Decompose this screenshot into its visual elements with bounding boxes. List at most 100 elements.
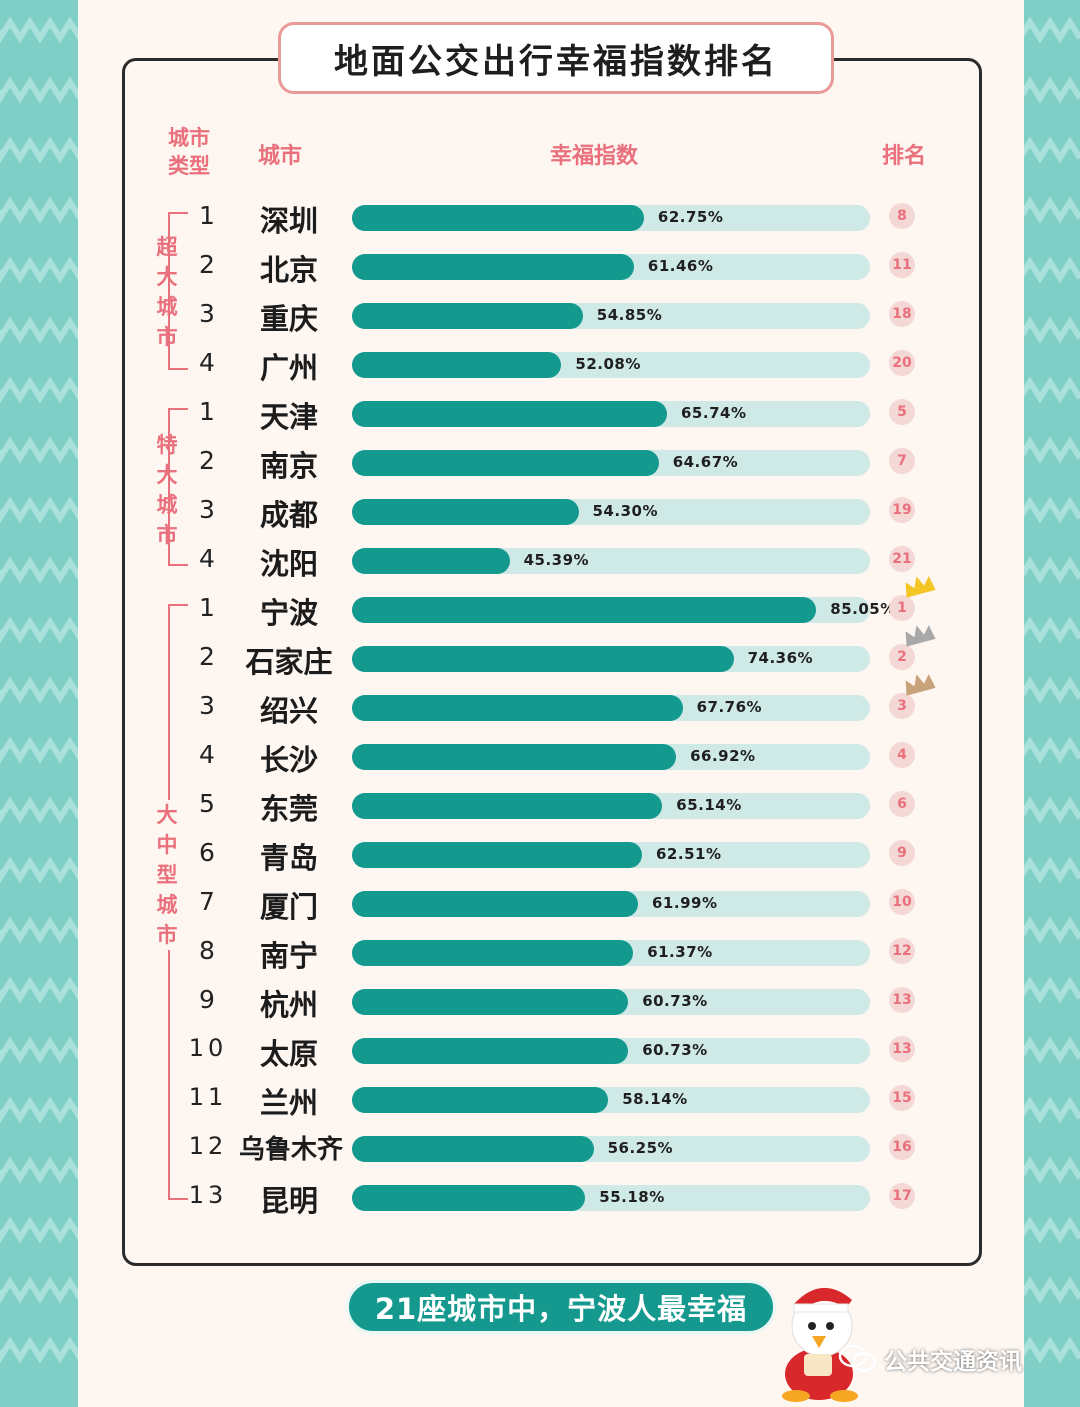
city-label: 沈阳 [259,547,318,581]
bar-track: 54.85% [352,303,870,329]
slogan-banner: 21座城市中，宁波人最幸福 [346,1280,776,1334]
bar-value-label: 62.75% [657,208,724,226]
bar [352,793,663,819]
bar [352,499,579,525]
bar-value-label: 60.73% [642,1041,708,1059]
watermark: 公共交通资讯 [838,1342,1022,1376]
bar [352,695,683,721]
bar [352,303,583,329]
rank-badge: 20 [889,350,915,376]
city-label: 深圳 [259,204,318,238]
group-bracket-super [168,212,188,370]
column-header-city-type: 城市类型 [168,126,210,178]
crown-icon [905,625,936,647]
bar [352,646,734,672]
row-index-label: 3 [199,691,217,720]
row-index-label: 4 [199,740,217,769]
bar [352,891,638,917]
bar-value-label: 85.05% [830,600,896,618]
city-label: 南宁 [259,939,318,973]
chart-row: 4 广州 52.08% 20 [0,341,1080,390]
bar-track: 60.73% [352,989,870,1015]
chart-row: 5 东莞 65.14% 6 [0,782,1080,831]
bar-value-label: 74.36% [747,649,814,667]
bar-value-label: 45.39% [523,551,590,569]
row-index-label: 10 [188,1034,228,1062]
city-label: 南京 [259,449,318,483]
city-label: 重庆 [259,302,318,336]
bar [352,1038,629,1064]
rank-badge: 21 [889,546,915,572]
bar-value-label: 58.14% [622,1090,688,1108]
chart-row: 1 深圳 62.75% 8 [0,194,1080,243]
bar-value-label: 56.25% [607,1139,674,1157]
bar-track: 45.39% [352,548,870,574]
row-index-label: 5 [199,789,217,818]
city-label: 长沙 [259,743,318,777]
row-index-label: 4 [199,544,217,573]
city-label: 厦门 [259,890,318,924]
rank-badge: 16 [889,1134,915,1160]
rank-badge: 13 [889,1036,915,1062]
chart-row: 2 石家庄 74.36% 2 [0,625,1080,684]
bar-track: 74.36% [352,646,870,672]
bar-track: 61.37% [352,940,870,966]
rank-badge: 17 [889,1183,915,1209]
column-header-rank: 排名 [882,144,927,169]
bar-track: 67.76% [352,695,870,721]
rank-badge: 3 [889,693,915,719]
chart-row: 11 兰州 58.14% 15 [0,1076,1080,1125]
column-header-city: 城市 [258,144,303,169]
rank-badge: 1 [889,595,915,621]
chart-row: 4 长沙 66.92% 4 [0,733,1080,782]
bar [352,597,817,623]
city-label: 兰州 [259,1086,318,1120]
row-index-label: 2 [199,642,217,671]
city-label: 绍兴 [259,694,318,728]
bar [352,450,659,476]
bar-value-label: 61.37% [647,943,713,961]
city-label: 石家庄 [245,645,333,679]
row-index-label: 3 [199,495,217,524]
crown-icon [905,576,936,598]
group-label-large: 大中型城市 [152,800,182,950]
zigzag-background-left [0,16,80,1364]
group-bracket-mega [168,408,188,566]
rank-badge: 5 [889,399,915,425]
chart-row: 2 南京 64.67% 7 [0,439,1080,488]
bar [352,842,642,868]
city-label: 天津 [259,400,318,434]
city-label: 青岛 [259,841,318,875]
rank-badge: 19 [889,497,915,523]
page-title: 地面公交出行幸福指数排名 [334,41,778,82]
row-index-label: 13 [188,1181,228,1209]
city-label: 成都 [259,498,318,532]
bar-value-label: 67.76% [696,698,763,716]
bar-track: 56.25% [352,1136,870,1162]
bar [352,205,644,231]
rank-badge: 8 [889,203,915,229]
rank-badge: 18 [889,301,915,327]
rank-badge: 6 [889,791,915,817]
row-index-label: 8 [199,936,217,965]
bar-value-label: 61.99% [652,894,718,912]
bar [352,254,634,280]
bar-track: 62.51% [352,842,870,868]
mascot-bird-icon [782,1287,858,1402]
bar-track: 60.73% [352,1038,870,1064]
bar [352,989,629,1015]
bar-track: 64.67% [352,450,870,476]
chart-row: 1 天津 65.74% 5 [0,390,1080,439]
bar [352,1087,609,1113]
chart-row: 3 绍兴 67.76% 3 [0,674,1080,733]
chart-row: 1 宁波 85.05% 1 [0,576,1080,635]
city-label: 昆明 [259,1184,318,1218]
crown-icon [905,674,936,696]
chart-row: 2 北京 61.46% 11 [0,243,1080,292]
bar [352,401,667,427]
row-index-label: 6 [199,838,217,867]
bar-value-label: 66.92% [690,747,756,765]
bar-track: 65.74% [352,401,870,427]
chart-row: 8 南宁 61.37% 12 [0,929,1080,978]
bar-track: 55.18% [352,1185,870,1211]
